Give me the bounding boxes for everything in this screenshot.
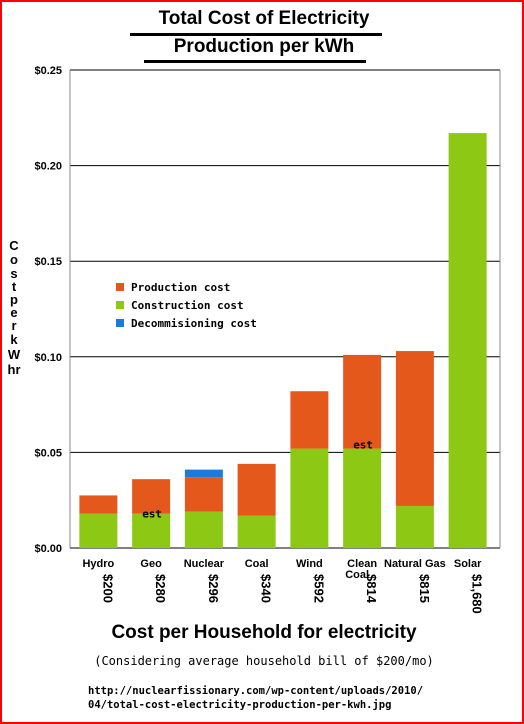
x-category-label: Hydro (82, 558, 114, 570)
bar-production-natural-gas (395, 351, 434, 506)
y-axis-label-char: t (11, 279, 17, 294)
footer-heading: Cost per Household for electricity (111, 622, 417, 643)
x-category-label: Wind (296, 558, 323, 570)
legend-swatch (116, 319, 124, 327)
source-url-line1: http://nuclearfissionary.com/wp-content/… (88, 685, 424, 697)
x-category-label: Solar (454, 558, 482, 570)
chart-svg: $0.00 $0.05 $0.10 $0.15 $0.20 $0.25 est est Hydr… (34, 65, 501, 614)
legend-label: Construction cost (131, 299, 244, 312)
household-cost-label: $592 (311, 574, 326, 603)
household-cost-label: $1,680 (470, 574, 485, 614)
legend-label: Production cost (131, 281, 230, 294)
y-axis-label-char: s (10, 266, 18, 281)
household-cost-label: $280 (153, 574, 168, 603)
y-axis-label-char: o (10, 252, 18, 267)
y-tick-label: $0.00 (34, 543, 62, 555)
x-category-label: Coal (345, 569, 369, 581)
bar-construction-clean-coal (343, 448, 382, 548)
bar-production-wind (290, 391, 329, 449)
y-axis-label-char: C (9, 238, 19, 253)
bar-construction-hydro (79, 513, 118, 548)
bar-production-hydro (79, 495, 118, 514)
chart-title-line1: Total Cost of Electricity (158, 8, 370, 29)
household-cost-label: $814 (364, 574, 379, 604)
chart-title-line2: Production per kWh (173, 36, 355, 57)
x-category-label: Coal (245, 558, 269, 570)
household-cost-label: $340 (259, 574, 274, 603)
y-tick-label: $0.05 (34, 447, 62, 459)
bar-construction-coal (237, 515, 276, 548)
bar-construction-wind (290, 448, 329, 548)
annotation-est: est (353, 439, 373, 452)
y-tick-label: $0.15 (34, 256, 62, 268)
bar-decommissioning-nuclear (184, 469, 223, 478)
legend-label: Decommisioning cost (131, 317, 257, 330)
household-cost-label: $815 (417, 574, 432, 603)
household-cost-label: $200 (100, 574, 115, 603)
bar-production-clean-coal (343, 354, 382, 449)
annotation-est: est (142, 508, 162, 521)
household-cost-label: $296 (206, 574, 221, 603)
legend-swatch (116, 301, 124, 309)
y-tick-label: $0.10 (34, 352, 62, 364)
footer-subheading: (Considering average household bill of $… (94, 654, 434, 668)
x-category-label: Clean (347, 558, 377, 570)
x-category-label: Natural Gas (384, 558, 446, 570)
y-axis-label-char: k (10, 332, 18, 347)
x-category-label: Nuclear (184, 558, 225, 570)
title-underline-1 (130, 33, 382, 36)
y-axis-label-char: r (11, 318, 17, 333)
y-axis-label-char: e (10, 305, 18, 320)
bar-production-geo (132, 479, 171, 514)
source-url-line2: 04/total-cost-electricity-production-per… (88, 699, 392, 711)
bar-construction-solar (448, 133, 487, 548)
legend-swatch (116, 283, 124, 291)
x-category-label: Geo (140, 558, 162, 570)
bar-production-nuclear (184, 477, 223, 512)
y-tick-label: $0.25 (34, 65, 62, 77)
y-axis-label-char: p (10, 292, 18, 307)
title-underline-2 (144, 60, 366, 63)
y-axis-label-char: hr (7, 362, 21, 377)
bar-construction-geo (132, 513, 171, 548)
y-tick-label: $0.20 (34, 161, 62, 173)
y-axis-label-char: W (7, 347, 21, 362)
bar-construction-natural-gas (395, 505, 434, 548)
bar-production-coal (237, 463, 276, 516)
bar-construction-nuclear (184, 511, 223, 548)
